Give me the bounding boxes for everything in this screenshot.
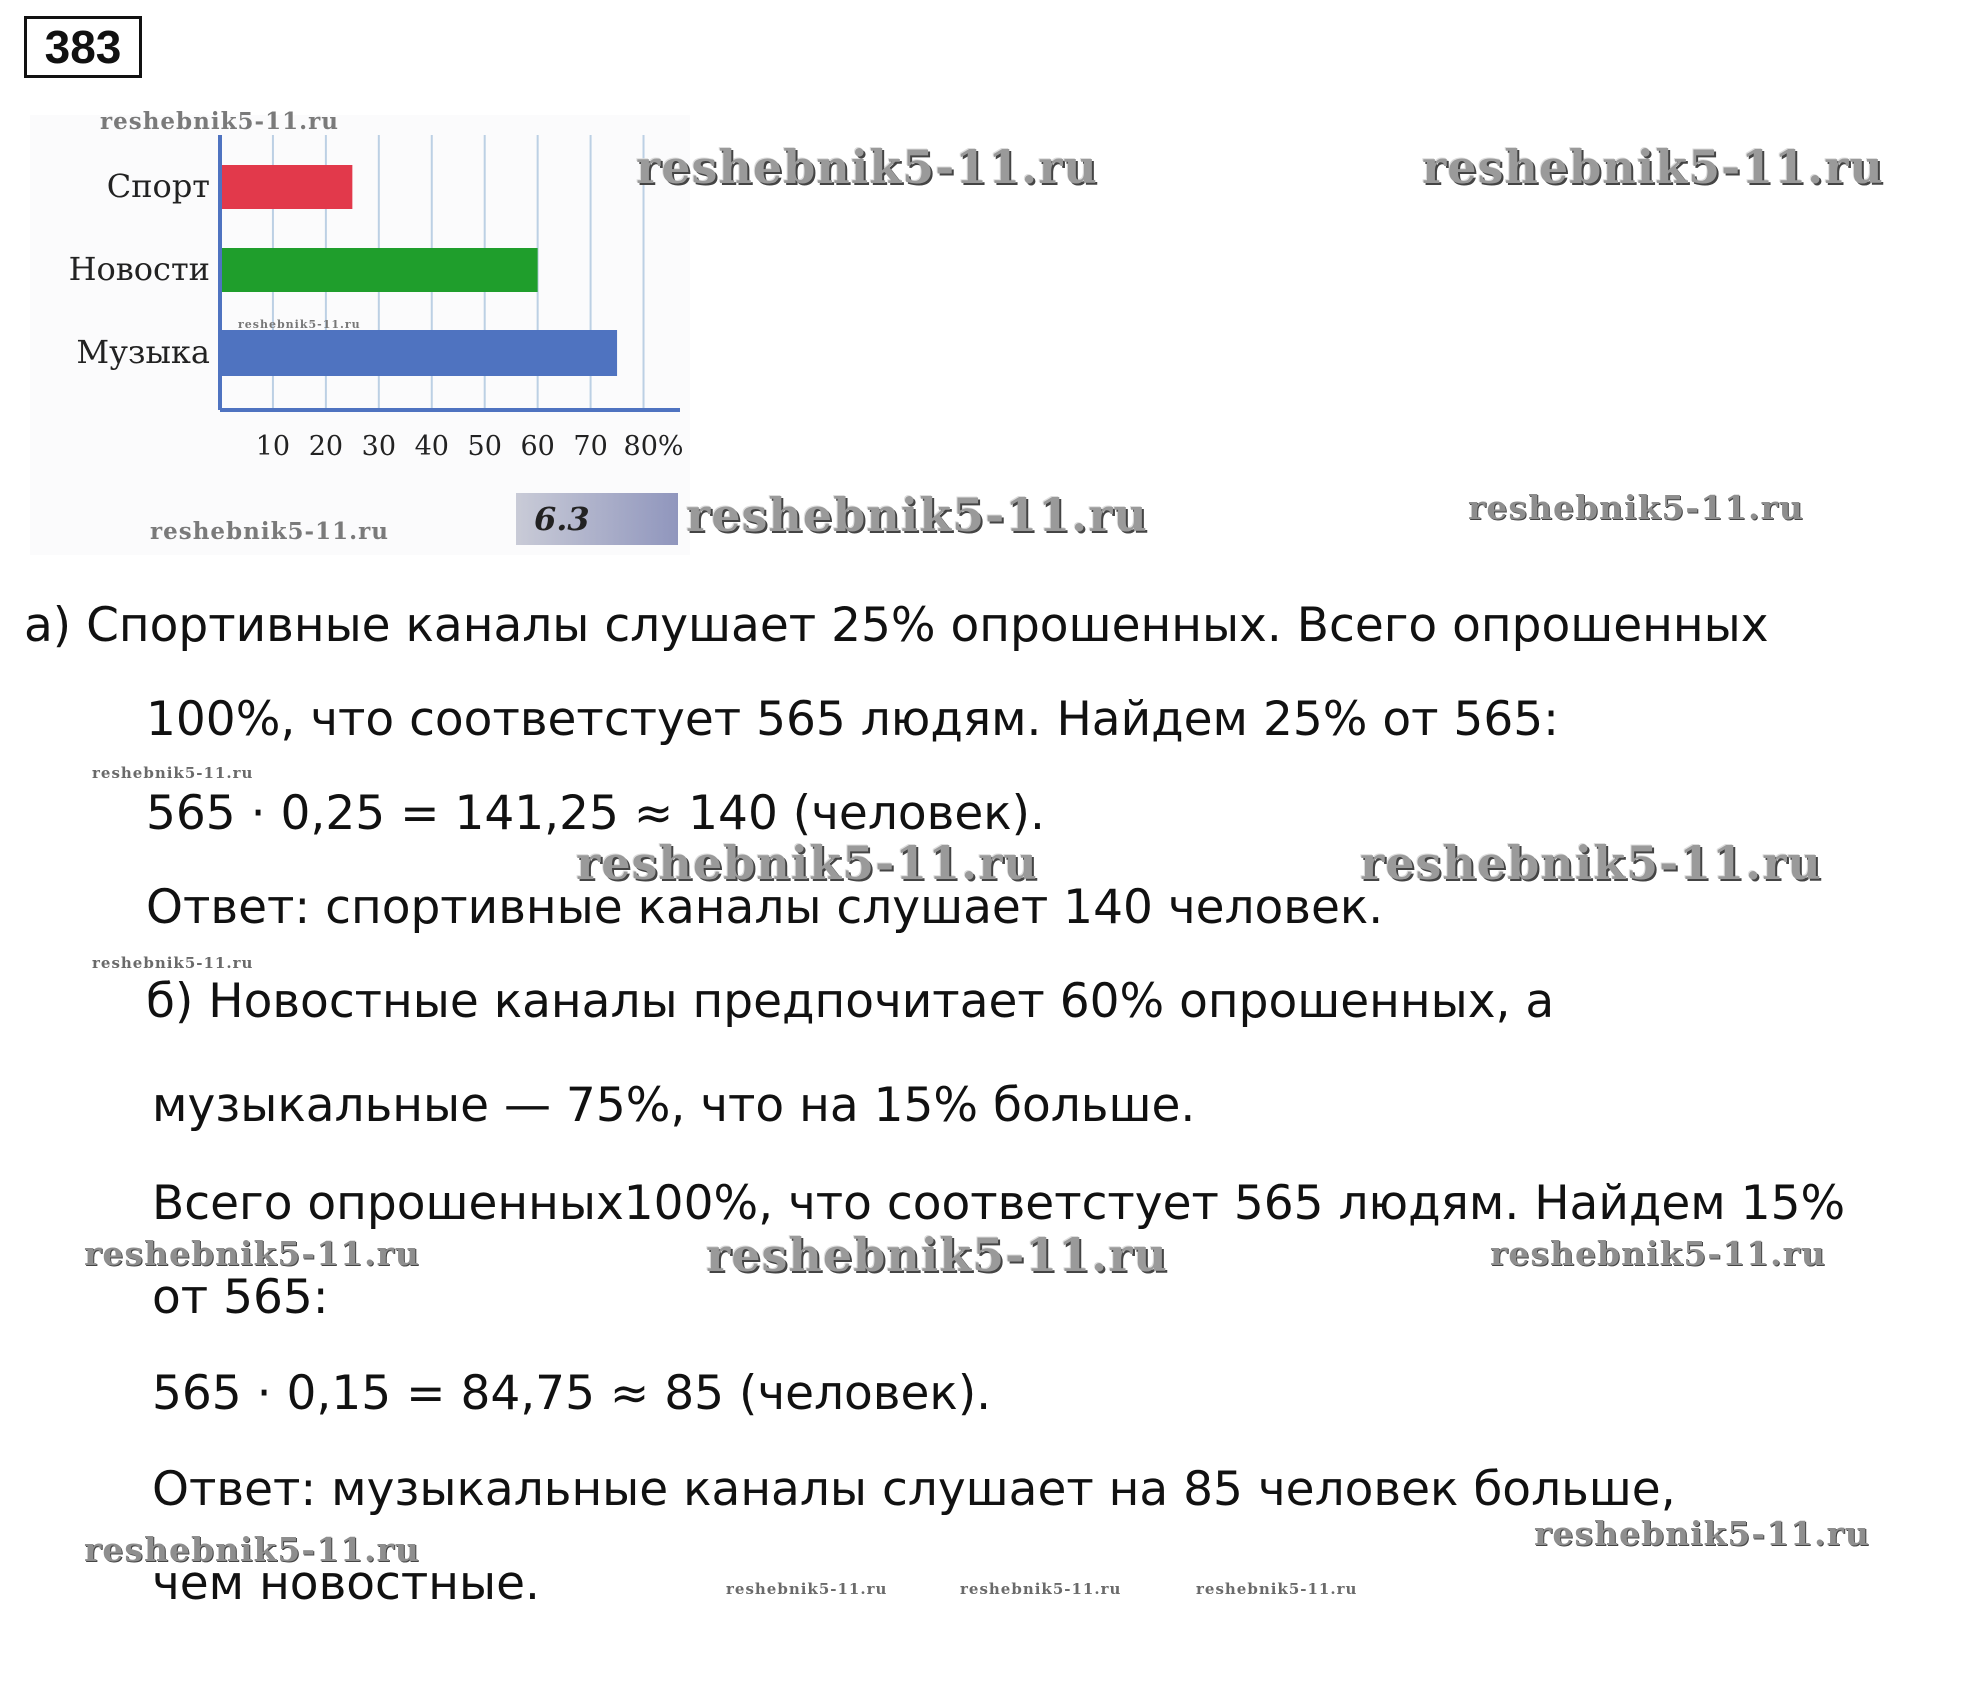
watermark: reshebnik5-11.ru (150, 518, 389, 545)
solution-b-answer-1: Ответ: музыкальные каналы слушает на 85 … (152, 1462, 1676, 1517)
x-tick-label: 20 (309, 431, 343, 462)
bar-1 (222, 165, 353, 209)
x-tick-label: 30 (362, 431, 396, 462)
watermark: reshebnik5-11.ru (1196, 1580, 1358, 1598)
watermark: reshebnik5-11.ru (576, 836, 1038, 890)
solution-a-calc: 565 · 0,25 = 141,25 ≈ 140 (человек). (146, 786, 1045, 841)
watermark: reshebnik5-11.ru (726, 1580, 888, 1598)
watermark: reshebnik5-11.ru (84, 1530, 420, 1569)
watermark: reshebnik5-11.ru (84, 1234, 420, 1273)
solution-a-line-2: 100%, что соответстует 565 людям. Найдем… (146, 692, 1559, 747)
category-label: Музыка (76, 333, 210, 371)
watermark: reshebnik5-11.ru (686, 488, 1148, 542)
figure-label: 6.3 (516, 493, 678, 545)
watermark: reshebnik5-11.ru (238, 318, 361, 331)
solution-b-calc: 565 · 0,15 = 84,75 ≈ 85 (человек). (152, 1366, 992, 1421)
x-tick-label: 80% (624, 431, 684, 462)
bar-chart-figure: 10 20 30 40 50 60 70 80% Спорт Новости Музыка (30, 115, 690, 555)
bar-chart: 10 20 30 40 50 60 70 80% Спорт Новости Музыка (69, 135, 684, 462)
solution-b-line-1: б) Новостные каналы предпочитает 60% опр… (146, 974, 1555, 1029)
solution-a-answer: Ответ: спортивные каналы слушает 140 чел… (146, 880, 1384, 935)
watermark: reshebnik5-11.ru (1534, 1514, 1870, 1553)
category-label: Спорт (107, 167, 210, 205)
x-tick-label: 60 (520, 431, 554, 462)
solution-b-answer-2: чем новостные. (152, 1556, 540, 1611)
category-label: Новости (69, 250, 210, 288)
x-tick-label: 40 (415, 431, 449, 462)
solution-b-line-2: музыкальные — 75%, что на 15% больше. (152, 1078, 1196, 1133)
watermark: reshebnik5-11.ru (100, 108, 339, 135)
bar-2 (222, 248, 538, 292)
problem-number: 383 (24, 16, 142, 78)
watermark: reshebnik5-11.ru (92, 954, 254, 972)
watermark: reshebnik5-11.ru (1490, 1234, 1826, 1273)
x-tick-label: 10 (256, 431, 290, 462)
watermark: reshebnik5-11.ru (1360, 836, 1822, 890)
watermark: reshebnik5-11.ru (1468, 488, 1804, 527)
solution-a-line-1: а) Спортивные каналы слушает 25% опрошен… (24, 598, 1769, 653)
watermark: reshebnik5-11.ru (1422, 140, 1884, 194)
watermark: reshebnik5-11.ru (960, 1580, 1122, 1598)
x-tick-label: 50 (468, 431, 502, 462)
watermark: reshebnik5-11.ru (92, 764, 254, 782)
bar-3 (222, 330, 618, 376)
watermark: reshebnik5-11.ru (636, 140, 1098, 194)
watermark: reshebnik5-11.ru (706, 1228, 1168, 1282)
x-tick-label: 70 (573, 431, 607, 462)
solution-b-line-3: Всего опрошенных100%, что соответстует 5… (152, 1176, 1846, 1231)
solution-b-line-4: от 565: (152, 1270, 329, 1325)
